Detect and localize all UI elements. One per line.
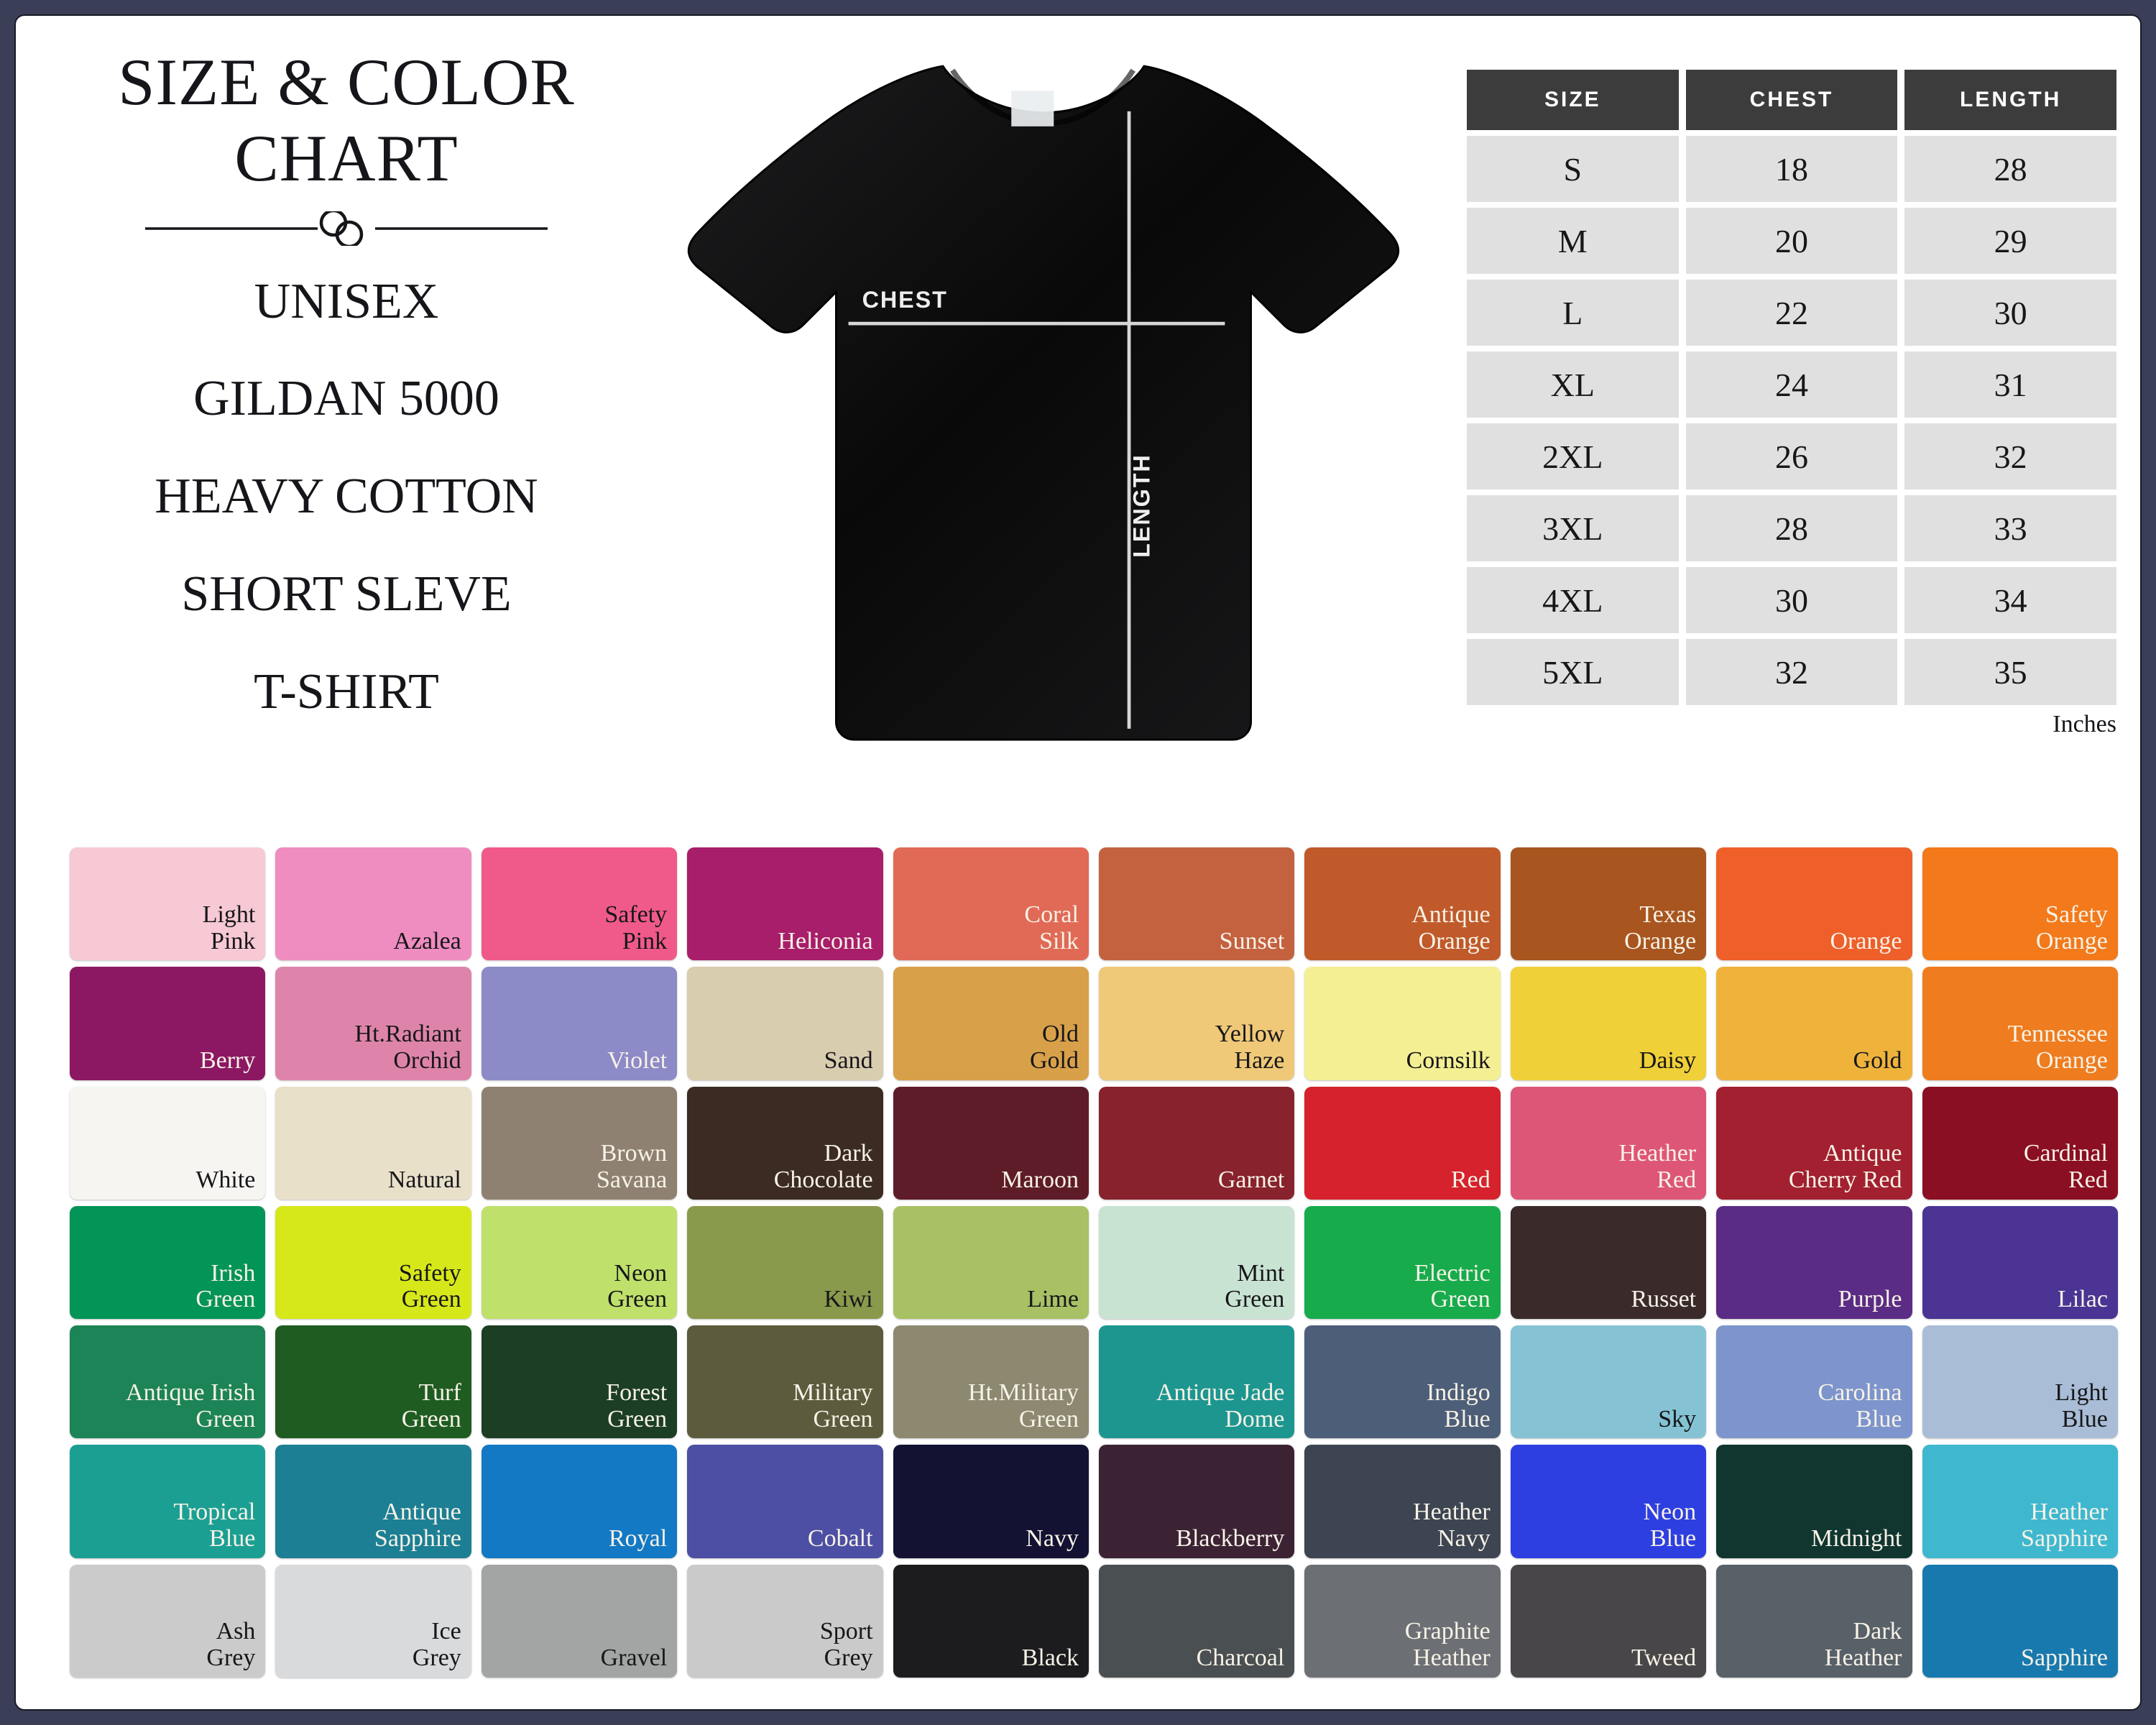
svg-text:LENGTH: LENGTH [1129, 454, 1155, 558]
svg-text:CHEST: CHEST [862, 287, 948, 313]
